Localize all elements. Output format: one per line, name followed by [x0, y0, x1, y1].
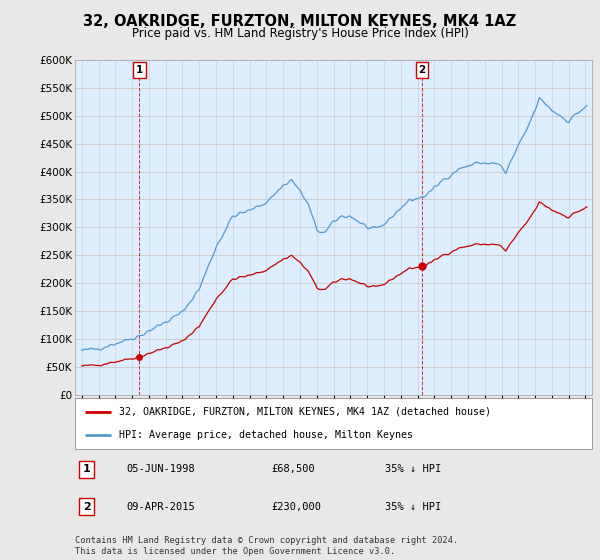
- Text: HPI: Average price, detached house, Milton Keynes: HPI: Average price, detached house, Milt…: [119, 430, 413, 440]
- Text: 2: 2: [418, 65, 426, 75]
- Text: 35% ↓ HPI: 35% ↓ HPI: [385, 502, 442, 512]
- Text: Contains HM Land Registry data © Crown copyright and database right 2024.
This d: Contains HM Land Registry data © Crown c…: [75, 536, 458, 556]
- Text: Price paid vs. HM Land Registry's House Price Index (HPI): Price paid vs. HM Land Registry's House …: [131, 27, 469, 40]
- Text: 05-JUN-1998: 05-JUN-1998: [127, 464, 196, 474]
- Text: 1: 1: [83, 464, 91, 474]
- Text: £230,000: £230,000: [272, 502, 322, 512]
- Text: 2: 2: [83, 502, 91, 512]
- Text: 09-APR-2015: 09-APR-2015: [127, 502, 196, 512]
- Text: £68,500: £68,500: [272, 464, 315, 474]
- Text: 35% ↓ HPI: 35% ↓ HPI: [385, 464, 442, 474]
- Text: 1: 1: [136, 65, 143, 75]
- Text: 32, OAKRIDGE, FURZTON, MILTON KEYNES, MK4 1AZ (detached house): 32, OAKRIDGE, FURZTON, MILTON KEYNES, MK…: [119, 407, 491, 417]
- Text: 32, OAKRIDGE, FURZTON, MILTON KEYNES, MK4 1AZ: 32, OAKRIDGE, FURZTON, MILTON KEYNES, MK…: [83, 14, 517, 29]
